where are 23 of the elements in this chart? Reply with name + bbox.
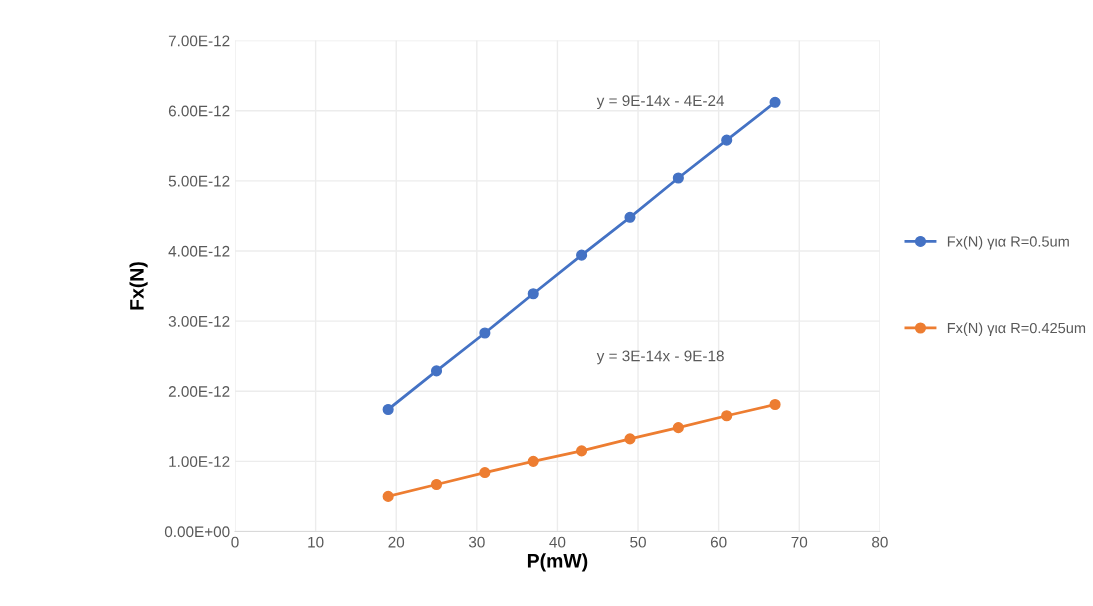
x-tick-label: 0 bbox=[231, 536, 239, 548]
x-tick-label: 10 bbox=[308, 536, 324, 548]
x-tick-label: 20 bbox=[388, 536, 405, 548]
y-tick-label: 1.00E-12 bbox=[169, 456, 230, 468]
y-tick-label: 6.00E-12 bbox=[168, 105, 230, 117]
y-tick-label: 0.00E+00 bbox=[164, 526, 230, 538]
legend-label: Fx(N) για R=0.5um bbox=[947, 235, 1069, 250]
x-tick-label: 80 bbox=[872, 536, 888, 548]
annotation: y = 3E-14x - 9E-18 bbox=[596, 350, 724, 365]
x-tick-label: 50 bbox=[630, 536, 646, 548]
legend-label: Fx(N) για R=0.425um bbox=[947, 322, 1086, 337]
y-tick-label: 2.00E-12 bbox=[168, 386, 230, 397]
x-axis-title: P(mW) bbox=[527, 553, 588, 572]
y-axis-title: Fx(N) bbox=[129, 262, 148, 310]
y-tick-label: 7.00E-12 bbox=[168, 35, 230, 47]
x-tick-label: 40 bbox=[549, 536, 566, 548]
y-tick-label: 4.00E-12 bbox=[168, 245, 230, 257]
y-tick-label: 5.00E-12 bbox=[168, 175, 230, 187]
annotation: y = 9E-14x - 4E-24 bbox=[596, 95, 725, 110]
x-tick-label: 30 bbox=[468, 536, 485, 548]
x-tick-label: 60 bbox=[710, 536, 727, 548]
x-tick-label: 70 bbox=[791, 536, 808, 548]
y-tick-label: 3.00E-12 bbox=[168, 315, 230, 327]
